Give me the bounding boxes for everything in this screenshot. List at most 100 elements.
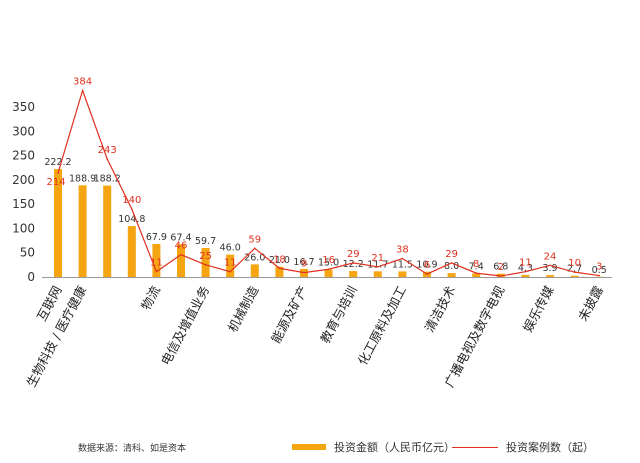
legend-label-bar: 投资金额（人民币亿元）: [334, 441, 455, 454]
x-category-label: 清洁技术: [422, 283, 459, 335]
bar-value-label: 188.9: [69, 173, 96, 184]
x-category-label: 化工原料及加工: [355, 283, 409, 367]
line-point: [57, 172, 59, 174]
line-point: [598, 274, 600, 277]
bar-value-label: 11.7: [367, 259, 388, 270]
line-value-label: 25: [199, 251, 212, 262]
bar: [349, 271, 358, 277]
line-point: [106, 158, 108, 160]
x-category-label: 物流: [138, 283, 163, 313]
line-point: [401, 257, 404, 260]
line-point: [180, 253, 182, 256]
bar-value-label: 67.9: [146, 232, 167, 243]
bar-value-label: 6.8: [493, 262, 508, 273]
line-value-label: 18: [273, 254, 286, 265]
bar-value-label: 10.9: [416, 260, 437, 271]
y-tick-label: 250: [12, 149, 35, 163]
bar-value-label: 2.7: [567, 264, 582, 275]
bar-value-label: 21.0: [269, 255, 290, 266]
bar: [201, 248, 210, 277]
line-point: [254, 247, 256, 250]
bar: [472, 273, 481, 277]
bar-value-label: 11.5: [392, 259, 413, 270]
x-category-label: 教育与培训: [317, 283, 360, 345]
line-point: [352, 262, 355, 264]
line-value-label: 21: [371, 253, 384, 264]
line-value-label: 38: [396, 245, 409, 256]
line-point: [549, 264, 551, 267]
line-value-label: 243: [98, 145, 117, 156]
line-point: [303, 271, 305, 274]
line-value-label: 29: [445, 249, 458, 260]
bar-value-label: 16.7: [293, 257, 314, 268]
bar-value-label: 7.4: [469, 261, 484, 272]
line-value-label: 10: [568, 258, 581, 269]
bar: [570, 275, 579, 277]
bar: [546, 275, 554, 277]
y-tick-label: 350: [12, 100, 35, 114]
line-point: [475, 272, 478, 274]
bar: [54, 169, 62, 277]
y-tick-label: 150: [12, 197, 35, 211]
line-value-label: 384: [73, 76, 92, 87]
legend-item-line: 投资案例数（起）: [452, 439, 594, 455]
line-value-label: 140: [122, 195, 141, 206]
bar-value-label: 46.0: [220, 243, 241, 254]
line-value-label: 59: [248, 234, 261, 245]
bar: [275, 266, 284, 277]
bar: [373, 271, 382, 277]
bar-value-label: 3.9: [542, 263, 557, 274]
line-value-label: 2: [498, 262, 504, 273]
line-value-label: 9: [301, 259, 307, 270]
legend-label-line: 投资案例数（起）: [506, 441, 594, 454]
line-point: [500, 275, 502, 277]
y-tick-label: 100: [12, 221, 35, 235]
bar: [103, 185, 112, 277]
bar: [447, 273, 456, 277]
line-value-label: 3: [596, 262, 602, 273]
x-category-label: 机械制造: [225, 283, 262, 335]
line-value-label: 46: [175, 241, 188, 252]
source-note: 数据来源：清科、如是资本: [78, 444, 187, 454]
line-value-label: 11: [150, 258, 163, 269]
line-point: [229, 270, 231, 273]
line-point: [81, 89, 84, 92]
line-point: [377, 266, 379, 268]
line-value-label: 8: [473, 259, 479, 270]
line-point: [131, 208, 133, 210]
line-value-label: 16: [322, 255, 335, 266]
y-tick-label: 300: [12, 124, 35, 138]
line-value-label: 11: [224, 258, 237, 269]
legend-swatch-bar: [292, 444, 326, 450]
line-value-label: 29: [347, 249, 360, 260]
y-tick-label: 0: [27, 270, 35, 284]
bar-value-label: 188.2: [94, 174, 121, 185]
bar: [324, 269, 333, 277]
bar-value-label: 59.7: [195, 236, 216, 247]
bar: [521, 274, 530, 277]
bar-value-label: 8.0: [444, 261, 459, 272]
legend-swatch-line: [452, 446, 498, 448]
x-category-label: 未披露: [575, 283, 606, 324]
line-point: [155, 270, 158, 273]
line-point: [278, 267, 281, 270]
bar-value-label: 12.2: [343, 259, 364, 270]
y-tick-label: 200: [12, 173, 35, 187]
bar-value-label: 15.0: [318, 258, 339, 269]
line-path: [57, 88, 600, 277]
bar: [226, 254, 235, 277]
legend-item-bar: 投资金额（人民币亿元）: [292, 439, 455, 455]
line-value-label: 6: [424, 260, 430, 271]
line-point: [327, 268, 330, 271]
y-axis: 0 50 100 150 200 250 300 350: [12, 100, 35, 284]
bar-value-label: 104.8: [118, 214, 145, 225]
x-category-label: 能源及矿产: [268, 283, 311, 345]
y-tick-label: 50: [20, 246, 35, 260]
bar-value-label: 26.0: [244, 252, 265, 263]
line-value-label: 24: [544, 251, 557, 262]
bar: [250, 264, 259, 277]
bar: [78, 185, 87, 277]
